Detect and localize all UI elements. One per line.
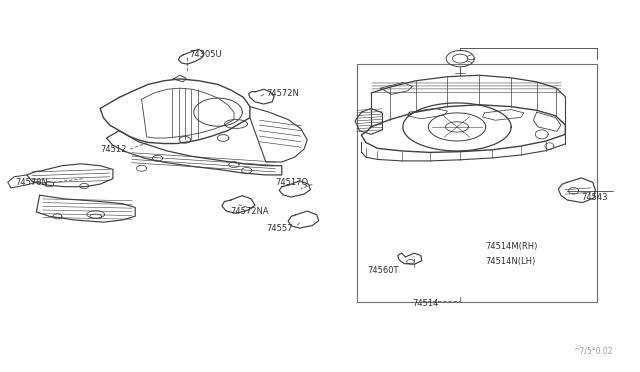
Text: ^7/5*0.02: ^7/5*0.02 [573, 347, 613, 356]
Text: 74514: 74514 [412, 299, 439, 308]
Text: 74572N: 74572N [266, 89, 299, 98]
Text: 74512: 74512 [100, 145, 127, 154]
Text: 74517Q: 74517Q [275, 178, 308, 187]
Text: 74572NA: 74572NA [231, 207, 269, 217]
Text: 74570N: 74570N [15, 178, 48, 187]
Text: 74305U: 74305U [189, 51, 222, 60]
Text: 74560T: 74560T [368, 266, 399, 275]
Text: 74543: 74543 [581, 193, 608, 202]
Text: 74514N(LH): 74514N(LH) [486, 257, 536, 266]
Bar [357, 64, 597, 302]
Text: 74514M(RH): 74514M(RH) [486, 243, 538, 251]
Text: 74557: 74557 [266, 224, 292, 233]
